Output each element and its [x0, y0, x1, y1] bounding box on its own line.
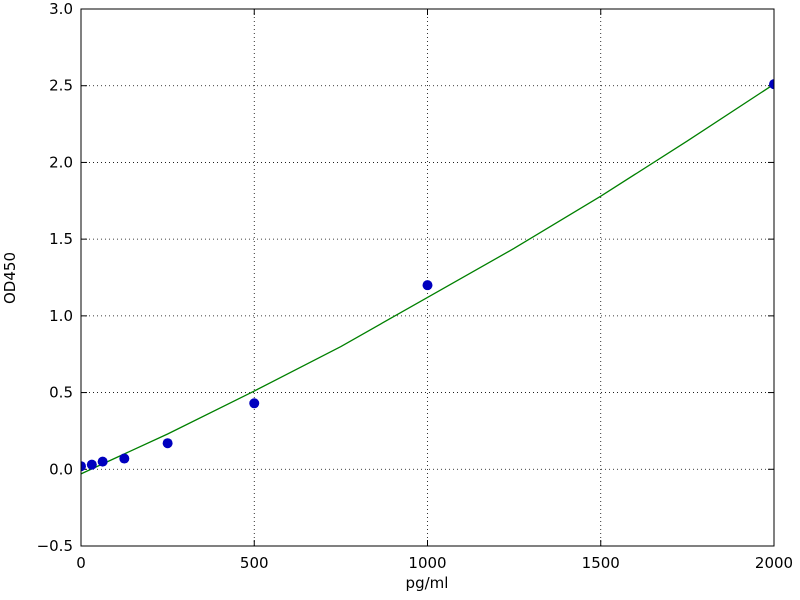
y-axis-label: OD450	[1, 252, 19, 304]
y-tick-label: 2.0	[49, 153, 73, 171]
data-point	[119, 453, 130, 464]
y-tick-label: 2.5	[49, 77, 73, 95]
y-tick-label: 0.0	[49, 460, 73, 478]
fit-line	[81, 83, 774, 475]
x-axis-label: pg/ml	[406, 574, 449, 592]
data-point	[249, 398, 260, 409]
data-point	[162, 438, 173, 449]
data-point	[81, 461, 86, 472]
y-tick-label: 3.0	[49, 0, 73, 18]
y-tick-label: 0.5	[49, 384, 73, 402]
x-tick-label: 1000	[408, 554, 446, 572]
x-tick-label: 2000	[755, 554, 793, 572]
data-point	[86, 459, 97, 470]
x-tick-label: 0	[76, 554, 86, 572]
data-point	[769, 79, 774, 90]
y-tick-label: 1.0	[49, 307, 73, 325]
x-tick-label: 500	[240, 554, 269, 572]
x-tick-label: 1500	[582, 554, 620, 572]
plot-frame	[80, 8, 775, 547]
data-point	[97, 456, 108, 467]
y-tick-label: 1.5	[49, 230, 73, 248]
y-tick-label: −0.5	[37, 537, 73, 555]
data-point	[422, 280, 433, 291]
